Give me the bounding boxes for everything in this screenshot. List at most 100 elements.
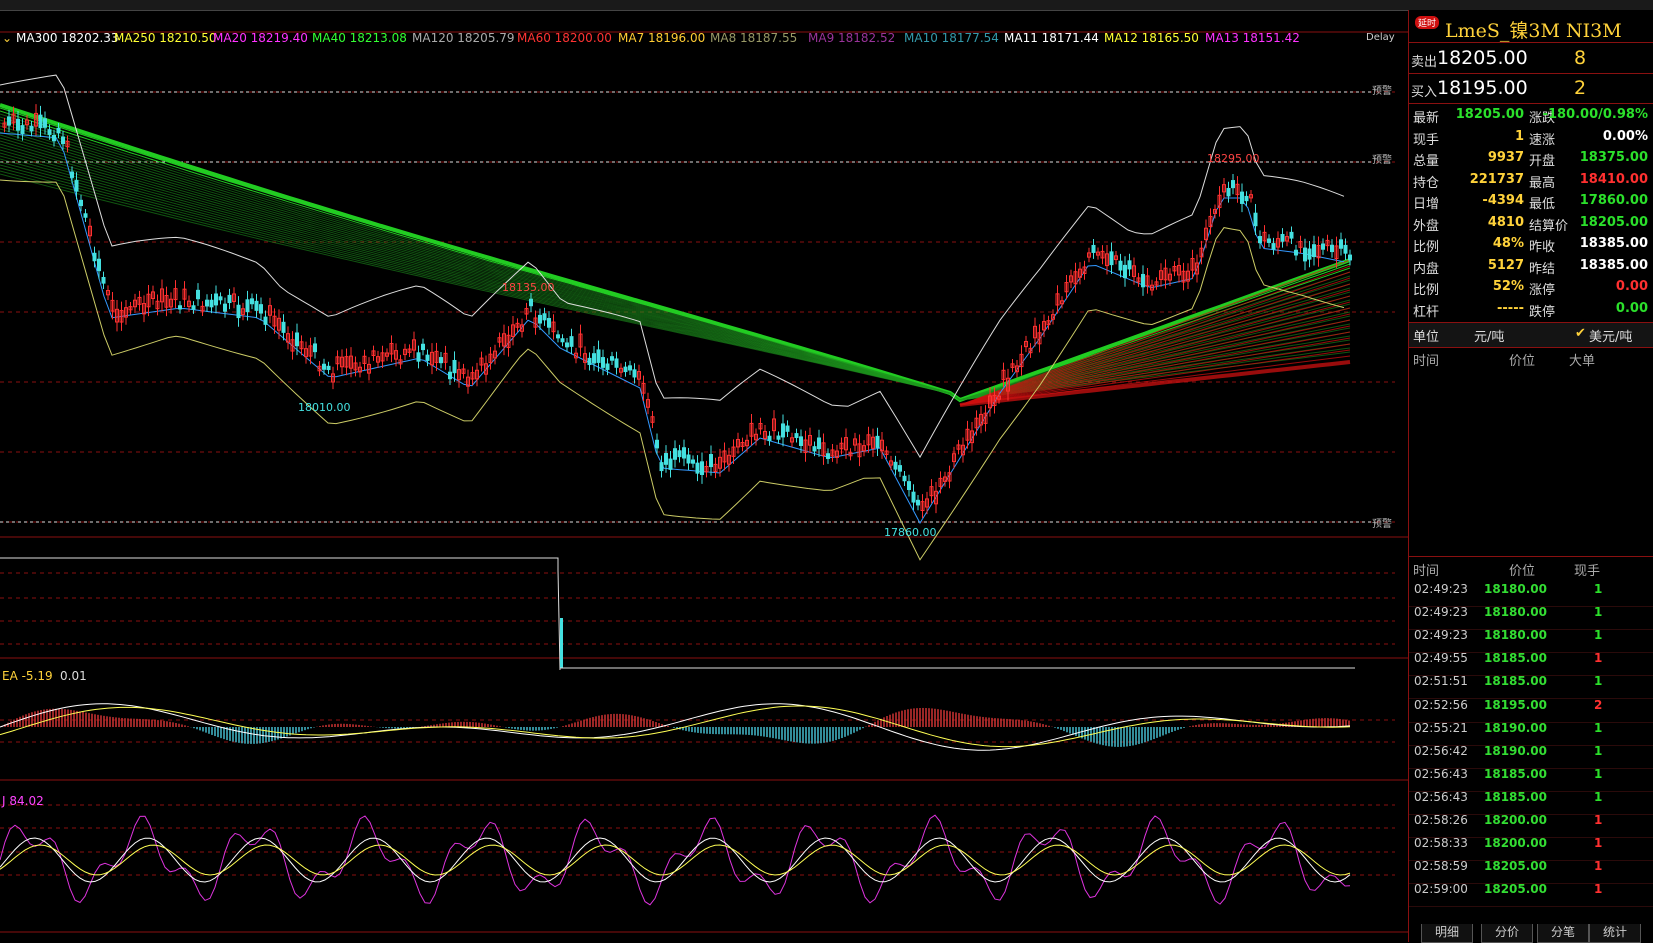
candle-body [1037,332,1042,345]
candle-body [1087,252,1091,258]
tick-row[interactable]: 02:49:23 18180.00 1 [1409,605,1653,631]
candle-body [488,353,493,363]
candle-body [826,453,830,459]
candle-body [799,436,803,447]
candle-body [884,450,889,455]
tick-price: 18190.00 [1484,743,1548,758]
ma-legend-item: MA7 18196.00 [618,31,706,45]
candle-body [101,276,106,284]
buy-volume: 2 [1574,77,1587,99]
candle-body [1082,266,1087,274]
candle-body [628,365,632,371]
tick-row[interactable]: 02:51:51 18185.00 1 [1409,674,1653,700]
candle-body [551,321,556,333]
candle-body [844,437,848,451]
candle-body [1190,258,1195,271]
candle-body [83,213,88,218]
candle-body [790,437,794,443]
candle-body [1298,241,1303,248]
tick-price: 18200.00 [1484,813,1548,827]
tick-row[interactable]: 02:56:42 18190.00 1 [1409,744,1653,769]
candle-body [1208,215,1213,227]
candle-body [709,454,713,468]
stat-row: 比例 48% 昨收 18385.00 [1409,236,1653,257]
candle-body [619,367,623,373]
big-col-time: 时间 [1413,354,1440,369]
candle-body [92,252,97,262]
candle-body [808,434,812,446]
candle-body [533,317,538,328]
tick-col-time: 时间 [1413,564,1440,579]
candle-body [803,439,808,454]
candle-body [407,348,412,353]
candle-body [506,334,511,349]
delay-label: Delay [1366,32,1395,43]
candle-body [380,352,385,362]
boll-lower-line [0,179,1345,561]
candle-body [1159,270,1163,280]
ma-ribbon-red-line [959,283,1351,406]
candle-body [718,456,722,469]
candle-body [124,307,128,318]
candle-body [997,395,1001,400]
tick-row[interactable]: 02:58:59 18205.00 1 [1409,859,1653,885]
panel-tab[interactable]: 分笔 [1537,924,1589,943]
candle-body [871,436,875,449]
ma-legend-item: MA13 18151.42 [1205,31,1300,45]
candle-body [1181,270,1186,283]
tick-row[interactable]: 02:49:23 18180.00 1 [1409,582,1653,607]
tick-price: 18180.00 [1484,605,1548,620]
candle-body [173,288,178,301]
kdj-d-line [0,844,1351,876]
tick-row[interactable]: 02:56:43 18185.00 1 [1409,790,1653,815]
legend-arrow-icon[interactable]: ⌄ [2,31,13,45]
candle-body [1127,260,1132,270]
candle-body [835,450,839,458]
unit-usd-option[interactable]: 美元/吨 [1589,330,1633,345]
unit-cny-option[interactable]: 元/吨 [1474,330,1505,345]
candle-body [1051,314,1055,320]
volume-bar [560,618,563,668]
candle-body [1249,194,1253,199]
tick-col-price: 价位 [1509,564,1536,579]
tick-row[interactable]: 02:59:00 18205.00 1 [1409,882,1653,908]
candle-body [569,336,574,347]
price-chart-svg[interactable] [0,10,1408,940]
candle-body [605,363,610,370]
candle-body [97,258,101,272]
tick-row[interactable]: 02:49:55 18185.00 1 [1409,651,1653,677]
ma-ribbon-red-line [959,331,1351,406]
candle-body [776,435,781,440]
ticks-header: 时间 价位 现手 [1409,556,1653,579]
candle-body [574,352,578,359]
ma-ribbon-line [0,107,1351,401]
panel-tab[interactable]: 统计 [1589,924,1641,943]
volume-line [0,557,561,671]
panel-tab[interactable]: 明细 [1421,924,1473,943]
tick-row[interactable]: 02:56:43 18185.00 1 [1409,767,1653,792]
tick-row[interactable]: 02:52:56 18195.00 2 [1409,698,1653,723]
tick-row[interactable]: 02:58:26 18200.00 1 [1409,813,1653,838]
candle-body [1091,244,1096,253]
candle-body [272,315,277,327]
tick-volume: 1 [1594,743,1603,758]
panel-tab[interactable]: 分价 [1481,924,1533,943]
tick-row[interactable]: 02:58:33 18200.00 1 [1409,836,1653,862]
panel-header: 延时 LmeS_镍3M NI3M [1409,10,1653,43]
candle-body [772,418,776,432]
candle-body [209,299,214,308]
candle-body [988,395,992,409]
candle-body [1060,300,1064,305]
candle-body [704,465,709,473]
tick-time: 02:51:51 [1414,674,1468,689]
ma-ribbon-line [0,116,1351,401]
candle-body [443,352,448,363]
stat-label: 内盘 [1413,261,1440,277]
candle-body [1150,284,1154,291]
kline-chart-area[interactable]: MA300 18202.33 MA250 18210.50 MA20 18219.4… [0,10,1408,940]
tick-row[interactable]: 02:49:23 18180.00 1 [1409,628,1653,654]
tick-row[interactable]: 02:55:21 18190.00 1 [1409,721,1653,746]
stat-value-2: 0.00 [1615,300,1648,316]
candle-body [11,113,16,124]
candle-body [655,439,659,449]
